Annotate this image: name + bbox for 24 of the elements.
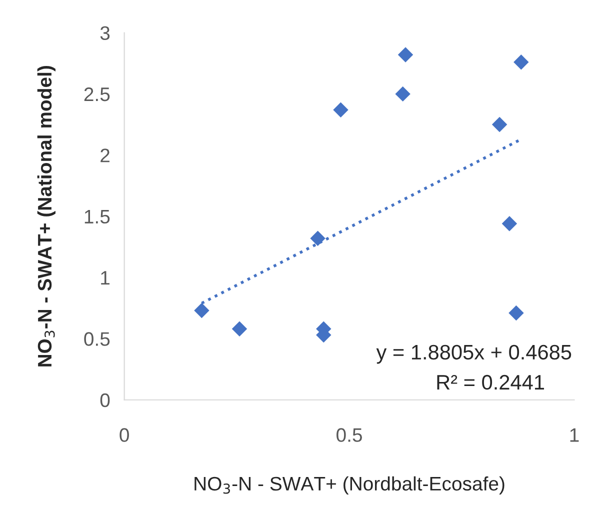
x-tick-label: 0	[120, 428, 129, 442]
point	[398, 47, 414, 62]
point	[395, 86, 410, 102]
point	[514, 54, 529, 70]
y-axis-title: NO$_{3}$-N - SWAT+ (National model)	[37, 66, 56, 366]
x-axis-title: NO$_{3}$-N - SWAT+ (Nordbalt-Ecosafe)	[194, 476, 504, 494]
x-tick-label: 0.5	[336, 428, 362, 442]
y-tick-label: 1	[101, 271, 110, 285]
point	[194, 302, 210, 318]
point	[508, 305, 524, 321]
point	[232, 321, 248, 337]
y-tick-label: 1.5	[84, 210, 110, 224]
y-tick-label: 2	[100, 148, 110, 162]
x-tick-label: 1	[570, 428, 579, 442]
point	[492, 116, 508, 132]
y-tick-label: 0.5	[84, 332, 110, 346]
y-tick-label: 3	[100, 26, 110, 40]
y-tick-label: 0	[100, 393, 110, 408]
annotation: R² = 0.2441	[437, 374, 544, 390]
point	[333, 102, 348, 118]
annotation: y = 1.8805x + 0.4685	[376, 344, 572, 364]
y-tick-label: 2.5	[84, 87, 110, 102]
point	[310, 230, 326, 246]
point	[502, 216, 518, 232]
